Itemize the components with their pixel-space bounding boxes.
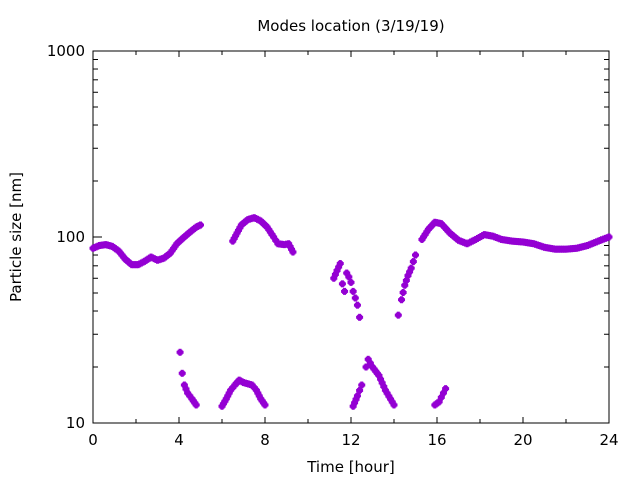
- y-axis-label: Particle size [nm]: [7, 172, 25, 302]
- y-tick-label: 10: [66, 414, 85, 432]
- data-point: [366, 359, 374, 367]
- data-point: [197, 221, 204, 229]
- x-tick-label: 12: [341, 431, 360, 449]
- y-tick-label: 1000: [47, 42, 85, 60]
- data-point: [338, 280, 346, 288]
- data-point: [192, 401, 200, 409]
- data-point: [351, 294, 359, 302]
- data-point: [261, 401, 269, 409]
- data-point: [343, 269, 351, 277]
- x-tick-label: 20: [513, 431, 532, 449]
- data-point: [336, 260, 344, 268]
- data-point: [404, 272, 412, 280]
- data-point: [375, 372, 383, 380]
- data-point: [362, 363, 370, 371]
- data-point: [399, 289, 407, 297]
- data-point: [407, 264, 415, 272]
- x-tick-label: 16: [427, 431, 446, 449]
- data-point: [186, 392, 194, 400]
- data-point: [250, 384, 258, 392]
- data-point: [353, 392, 361, 400]
- data-point: [358, 381, 366, 389]
- data-point: [420, 233, 428, 241]
- data-point: [387, 395, 395, 403]
- data-point: [353, 301, 361, 309]
- data-point: [406, 268, 414, 276]
- data-point: [347, 278, 355, 286]
- data-point: [178, 369, 186, 377]
- data-point: [331, 270, 339, 278]
- data-point: [330, 274, 338, 282]
- data-point: [333, 267, 341, 275]
- data-point: [442, 385, 450, 393]
- data-point: [248, 381, 256, 389]
- data-point: [341, 287, 349, 295]
- data-point: [388, 398, 396, 406]
- data-point: [345, 273, 353, 281]
- data-point: [349, 287, 357, 295]
- data-point: [398, 296, 406, 304]
- data-point: [378, 379, 386, 387]
- data-point: [421, 230, 429, 238]
- data-point: [289, 248, 297, 256]
- data-point: [412, 251, 419, 259]
- x-tick-label: 24: [599, 431, 618, 449]
- data-point: [394, 311, 402, 319]
- data-point: [356, 313, 364, 321]
- x-axis-label: Time [hour]: [306, 458, 395, 476]
- data-point: [227, 386, 235, 394]
- data-point: [270, 233, 278, 241]
- data-point: [335, 263, 343, 271]
- data-point: [418, 235, 426, 243]
- data-point: [272, 236, 280, 244]
- data-point: [184, 389, 192, 397]
- data-point: [435, 398, 443, 406]
- data-point: [439, 389, 447, 397]
- x-tick-label: 8: [260, 431, 270, 449]
- data-point: [402, 276, 410, 284]
- data-point: [377, 375, 385, 383]
- data-point: [381, 386, 389, 394]
- data-point: [364, 355, 372, 363]
- x-tick-label: 0: [88, 431, 98, 449]
- data-point: [356, 386, 364, 394]
- data-point: [423, 228, 431, 236]
- data-point: [383, 389, 391, 397]
- plot-frame: [92, 50, 610, 424]
- data-point: [180, 381, 188, 389]
- data-point: [437, 393, 445, 401]
- data-point: [401, 281, 409, 289]
- data-point: [605, 233, 613, 241]
- data-point: [409, 258, 417, 266]
- chart-title: Modes location (3/19/19): [257, 17, 444, 35]
- data-point: [229, 384, 237, 392]
- data-point: [176, 348, 184, 356]
- data-point: [390, 401, 398, 409]
- data-point: [182, 385, 190, 393]
- data-point: [385, 392, 393, 400]
- x-tick-label: 4: [174, 431, 184, 449]
- y-tick-label: 100: [56, 228, 85, 246]
- data-point: [380, 383, 388, 391]
